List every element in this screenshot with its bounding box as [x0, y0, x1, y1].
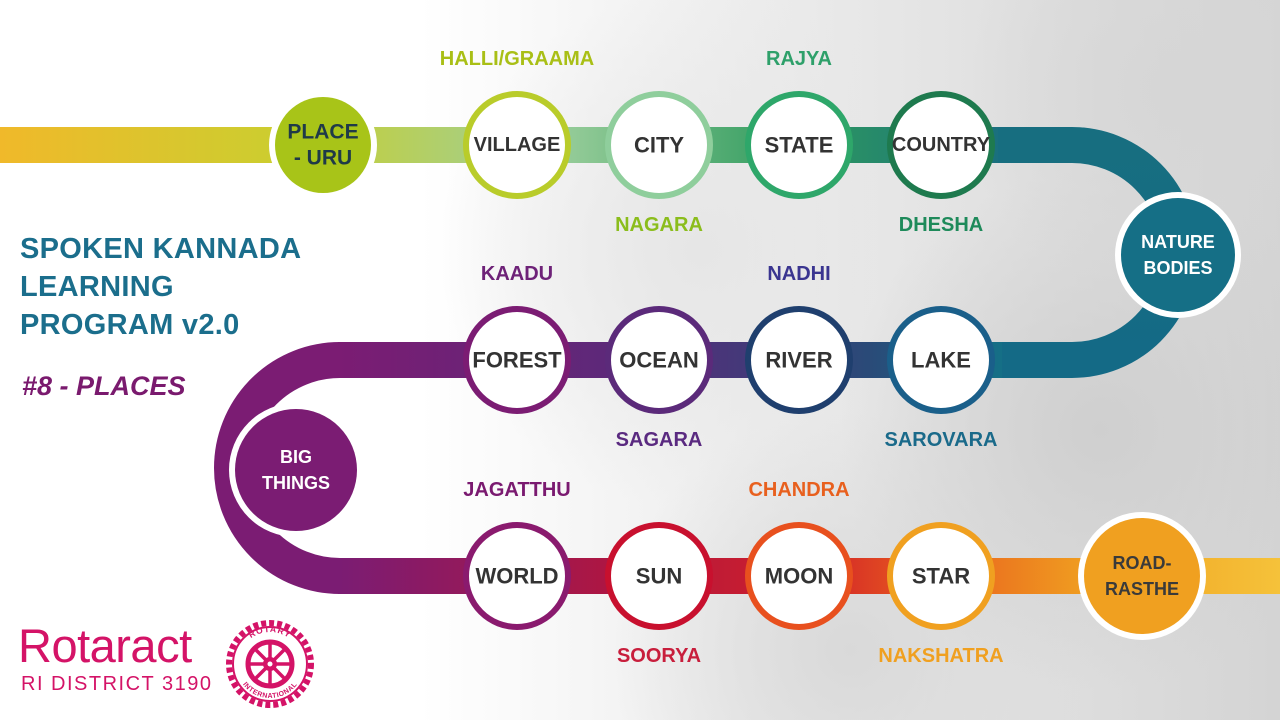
sections-layer: PLACE - URU NATURE BODIES BIG THINGS ROAD- RAST…: [229, 91, 1241, 640]
title-line-1: SPOKEN KANNADA: [20, 233, 302, 265]
node-english-label: VILLAGE: [474, 134, 561, 156]
node-english-label: RIVER: [765, 348, 832, 373]
node-english-label: SUN: [636, 564, 682, 589]
node-english-label: MOON: [765, 564, 833, 589]
page-subtitle: #8 - PLACES: [22, 371, 186, 401]
node-english-label: STATE: [765, 133, 834, 158]
node-english-label: COUNTRY: [892, 134, 991, 156]
section-label-line-1: ROAD-: [1113, 553, 1172, 573]
kannada-label: NADHI: [767, 263, 830, 285]
node-ring: [745, 522, 853, 630]
section-node-4: ROAD- RASTHE: [1078, 512, 1206, 640]
kannada-label: SAGARA: [616, 429, 703, 451]
node-lake: LAKE: [887, 306, 995, 414]
node-ring: [745, 91, 853, 199]
kannada-label: NAKSHATRA: [878, 645, 1003, 667]
section-label-line-1: BIG: [280, 447, 312, 467]
section-label-line-2: RASTHE: [1105, 579, 1179, 599]
section-node-1: PLACE - URU: [269, 91, 377, 199]
section-node-2: NATURE BODIES: [1115, 192, 1241, 318]
logo-district: RI DISTRICT 3190: [21, 673, 213, 695]
page-title: SPOKEN KANNADA LEARNING PROGRAM v2.0: [20, 230, 360, 344]
node-ring: [605, 522, 713, 630]
node-ring: [745, 306, 853, 414]
kannada-label: SAROVARA: [885, 429, 998, 451]
node-village: VILLAGE: [463, 91, 571, 199]
kannada-label: JAGATTHU: [463, 479, 570, 501]
kannada-label: SOORYA: [617, 645, 701, 667]
node-ring: [887, 306, 995, 414]
node-ocean: OCEAN: [605, 306, 713, 414]
node-ring: [887, 522, 995, 630]
node-river: RIVER: [745, 306, 853, 414]
kannada-label: CHANDRA: [748, 479, 849, 501]
section-fill: [275, 97, 371, 193]
section-label-line-2: THINGS: [262, 473, 330, 493]
translations-layer: HALLI/GRAAMA NAGARA RAJYA DHESHA KAADU SAGARA…: [440, 48, 1004, 667]
node-ring: [463, 91, 571, 199]
logo-emblem-top: ROTARY: [247, 624, 293, 640]
kannada-label: KAADU: [481, 263, 553, 285]
node-english-label: OCEAN: [619, 348, 698, 373]
rotaract-logo: Rotaract RI DISTRICT 3190 ROTARY INTERNA…: [18, 618, 318, 708]
title-line-3: PROGRAM v2.0: [20, 309, 240, 341]
kannada-label: HALLI/GRAAMA: [440, 48, 594, 70]
node-english-label: CITY: [634, 133, 684, 158]
node-world: WORLD: [463, 522, 571, 630]
section-fill: [1084, 518, 1200, 634]
section-label-line-2: - URU: [294, 147, 352, 170]
node-state: STATE: [745, 91, 853, 199]
kannada-label: DHESHA: [899, 214, 983, 236]
node-ring: [887, 91, 995, 199]
title-line-2: LEARNING: [20, 271, 174, 303]
rotary-wheel-icon: ROTARY INTERNATIONAL: [226, 620, 314, 708]
node-country: COUNTRY: [887, 91, 995, 199]
node-english-label: WORLD: [475, 564, 558, 589]
node-forest: FOREST: [463, 306, 571, 414]
node-english-label: FOREST: [472, 348, 562, 373]
node-sun: SUN: [605, 522, 713, 630]
node-moon: MOON: [745, 522, 853, 630]
node-ring: [463, 306, 571, 414]
section-label-line-2: BODIES: [1143, 258, 1212, 278]
svg-text:ROTARY: ROTARY: [247, 624, 294, 640]
section-node-3: BIG THINGS: [229, 403, 363, 537]
nodes-layer: VILLAGE CITY STATE COUNTRY FOREST OCEAN RIVER L…: [463, 91, 995, 630]
node-ring: [605, 91, 713, 199]
section-label-line-1: NATURE: [1141, 232, 1215, 252]
kannada-label: NAGARA: [615, 214, 703, 236]
kannada-label: RAJYA: [766, 48, 832, 70]
section-fill: [235, 409, 357, 531]
section-label-line-1: PLACE: [287, 121, 358, 144]
node-city: CITY: [605, 91, 713, 199]
logo-wordmark: Rotaract: [18, 619, 192, 672]
section-fill: [1121, 198, 1235, 312]
node-english-label: STAR: [912, 564, 970, 589]
node-ring: [605, 306, 713, 414]
node-english-label: LAKE: [911, 348, 971, 373]
node-ring: [463, 522, 571, 630]
node-star: STAR: [887, 522, 995, 630]
